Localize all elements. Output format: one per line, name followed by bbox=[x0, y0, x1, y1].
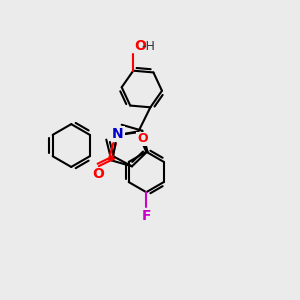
Text: -H: -H bbox=[141, 40, 155, 53]
Text: O: O bbox=[137, 132, 148, 145]
Text: F: F bbox=[142, 209, 151, 224]
Text: O: O bbox=[111, 126, 123, 140]
Text: O: O bbox=[92, 167, 104, 181]
Text: O: O bbox=[134, 39, 146, 53]
Text: N: N bbox=[112, 127, 124, 141]
